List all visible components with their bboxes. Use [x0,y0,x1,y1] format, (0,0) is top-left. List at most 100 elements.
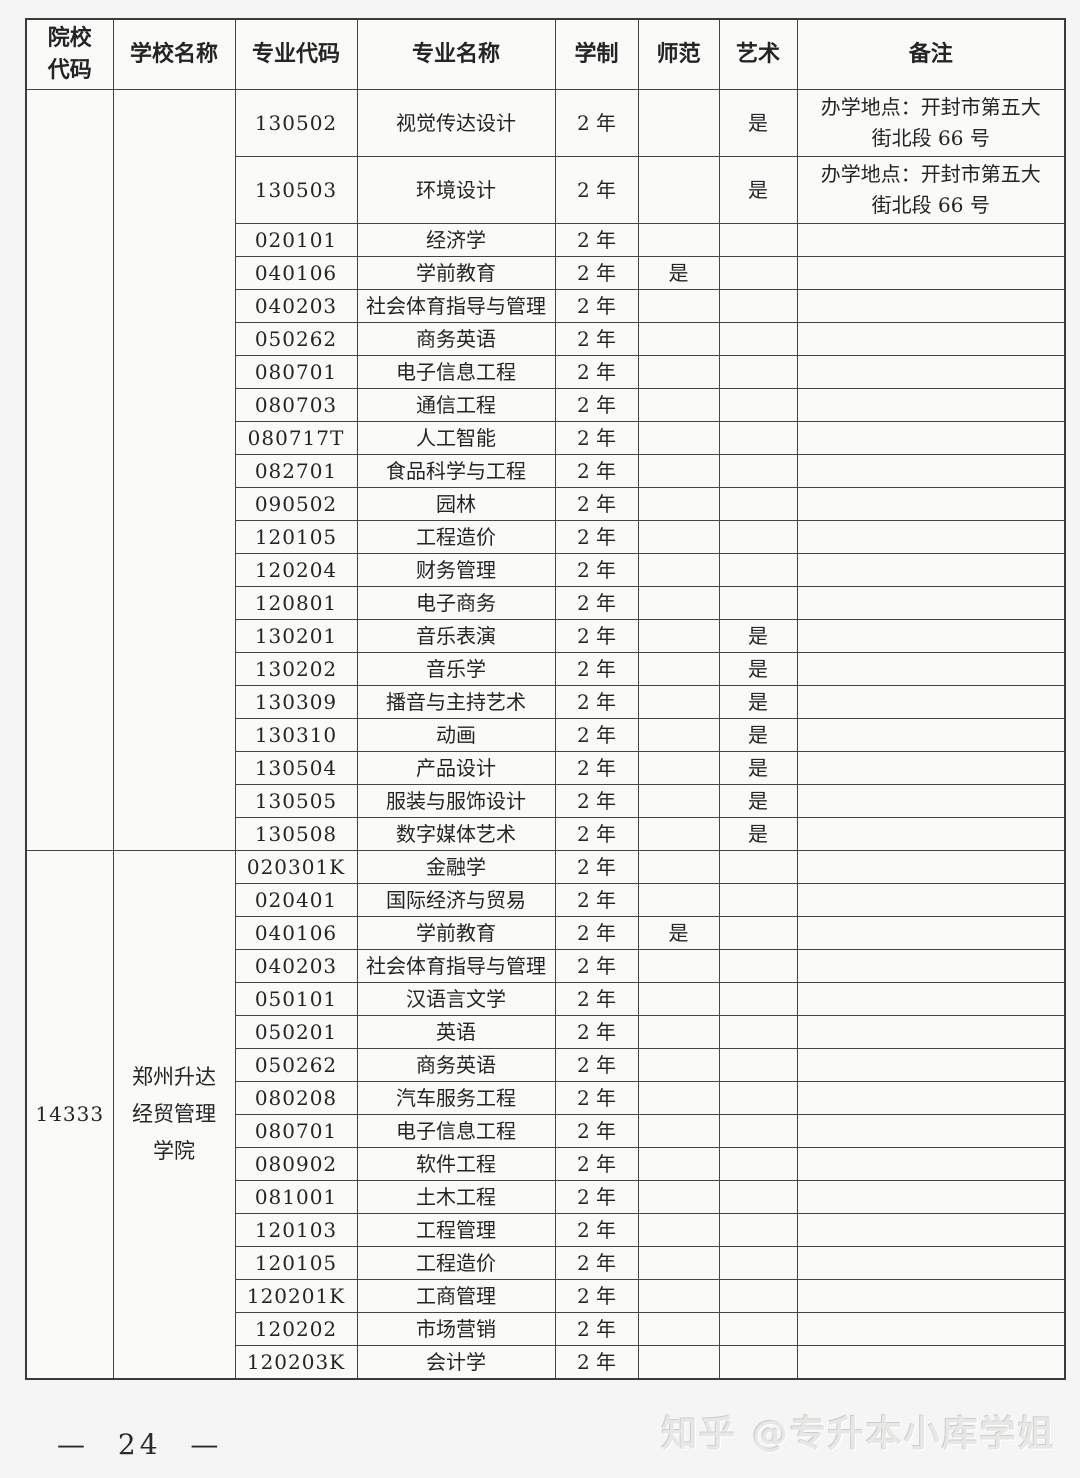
major-code-cell: 120105 [234,520,358,554]
remark-cell [796,1345,1066,1380]
duration-cell: 2 年 [554,1015,639,1049]
page-number: — 24 — [57,1428,223,1461]
major-name-cell: 英语 [356,1015,556,1049]
major-code-cell: 130504 [234,751,358,785]
art-flag-cell [718,949,798,983]
major-name-cell: 电子信息工程 [356,355,556,389]
normal-flag-cell [637,883,720,917]
college-name-text: 郑州升达经贸管理学院 [132,1065,216,1163]
major-name-cell: 会计学 [356,1345,556,1380]
normal-flag-cell [637,619,720,653]
major-name-cell: 学前教育 [356,916,556,950]
table-row: 080701 电子信息工程 2 年 [26,355,1066,389]
art-flag-cell: 是 [718,89,798,157]
remark-cell [796,355,1066,389]
normal-flag-cell [637,553,720,587]
duration-cell: 2 年 [554,454,639,488]
art-flag-cell: 是 [718,751,798,785]
header-row: 院校代码 学校名称 专业代码 专业名称 学制 师范 艺术 备注 [25,18,1066,90]
table-row: 040106 学前教育 2 年是 [26,916,1066,950]
normal-flag-cell [637,1081,720,1115]
column-header-1: 院校代码 [25,18,114,90]
normal-flag-cell [637,685,720,719]
major-code-cell: 080717T [234,421,358,455]
normal-flag-cell: 是 [637,256,720,290]
art-flag-cell [718,1048,798,1082]
table-row: 120202 市场营销 2 年 [26,1312,1066,1346]
major-name-cell: 人工智能 [356,421,556,455]
duration-cell: 2 年 [554,1048,639,1082]
table-row: 050201 英语 2 年 [26,1015,1066,1049]
table-row: 082701 食品科学与工程 2 年 [26,454,1066,488]
major-name-cell: 工商管理 [356,1279,556,1313]
art-flag-cell [718,289,798,323]
normal-flag-cell [637,223,720,257]
duration-cell: 2 年 [554,1213,639,1247]
table-row: 130309 播音与主持艺术 2 年 是 [26,685,1066,719]
duration-cell: 2 年 [554,553,639,587]
normal-flag-cell [637,1279,720,1313]
major-code-cell: 080703 [234,388,358,422]
column-header-6: 师范 [637,18,720,90]
major-code-cell: 090502 [234,487,358,521]
duration-cell: 2 年 [554,1279,639,1313]
major-name-cell: 社会体育指导与管理 [356,949,556,983]
normal-flag-cell [637,421,720,455]
program-table: 院校代码 学校名称 专业代码 专业名称 学制 师范 艺术 备注 130502 视觉传达设计 2 年… [25,18,1066,1380]
column-header-7: 艺术 [718,18,798,90]
major-name-cell: 市场营销 [356,1312,556,1346]
major-name-cell: 播音与主持艺术 [356,685,556,719]
major-code-cell: 040106 [234,256,358,290]
art-flag-cell: 是 [718,652,798,686]
major-name-cell: 财务管理 [356,553,556,587]
major-name-cell: 产品设计 [356,751,556,785]
duration-cell: 2 年 [554,949,639,983]
college-name-cell: 郑州升达经贸管理学院 [112,850,236,1380]
normal-flag-cell [637,89,720,157]
remark-cell [796,850,1066,884]
normal-flag-cell [637,388,720,422]
table-row: 120103 工程管理 2 年 [26,1213,1066,1247]
remark-cell [796,1048,1066,1082]
normal-flag-cell [637,1180,720,1214]
normal-flag-cell [637,1015,720,1049]
major-code-cell: 120103 [234,1213,358,1247]
remark-cell [796,949,1066,983]
remark-cell [796,883,1066,917]
remark-cell: 办学地点：开封市第五大街北段 66 号 [796,156,1066,224]
duration-cell: 2 年 [554,1114,639,1148]
duration-cell: 2 年 [554,1081,639,1115]
normal-flag-cell [637,322,720,356]
remark-text: 办学地点：开封市第五大街北段 66 号 [820,95,1041,150]
major-code-cell: 050262 [234,1048,358,1082]
major-code-cell: 050262 [234,322,358,356]
remark-cell [796,916,1066,950]
duration-cell: 2 年 [554,1312,639,1346]
art-flag-cell [718,982,798,1016]
table-row: 120203K 会计学 2 年 [26,1345,1066,1380]
duration-cell: 2 年 [554,685,639,719]
duration-cell: 2 年 [554,586,639,620]
table-row: 080208 汽车服务工程 2 年 [26,1081,1066,1115]
remark-cell [796,652,1066,686]
major-code-cell: 130503 [234,156,358,224]
table-row: 130201 音乐表演 2 年 是 [26,619,1066,653]
normal-flag-cell [637,1147,720,1181]
art-flag-cell: 是 [718,718,798,752]
major-name-cell: 土木工程 [356,1180,556,1214]
duration-cell: 2 年 [554,421,639,455]
art-flag-cell [718,1345,798,1380]
table-row: 080701 电子信息工程 2 年 [26,1114,1066,1148]
college-name-cell [112,89,236,851]
normal-flag-cell [637,1345,720,1380]
major-name-cell: 食品科学与工程 [356,454,556,488]
table-row: 130504 产品设计 2 年 是 [26,751,1066,785]
art-flag-cell [718,355,798,389]
major-name-cell: 音乐表演 [356,619,556,653]
major-name-cell: 工程管理 [356,1213,556,1247]
remark-cell [796,1114,1066,1148]
duration-cell: 2 年 [554,89,639,157]
normal-flag-cell: 是 [637,916,720,950]
art-flag-cell: 是 [718,817,798,851]
duration-cell: 2 年 [554,1147,639,1181]
